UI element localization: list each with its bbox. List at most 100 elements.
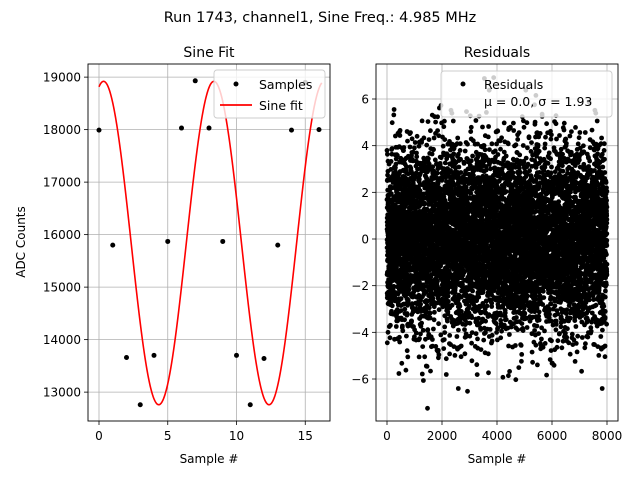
residual-point (499, 328, 504, 334)
residual-point (474, 362, 480, 368)
residual-point (507, 369, 512, 374)
residual-point (483, 318, 488, 324)
residual-point (400, 323, 405, 329)
residual-point (503, 189, 509, 194)
residual-point (426, 156, 431, 162)
residual-point (397, 133, 403, 138)
residual-point (515, 137, 521, 142)
residual-point (418, 331, 423, 337)
residual-point (507, 332, 512, 337)
residual-point (517, 152, 523, 158)
residual-point (465, 388, 470, 394)
y-tick-label: 19000 (43, 71, 81, 85)
residual-point (409, 318, 414, 324)
residual-point (489, 332, 495, 338)
sine-fit-axes: 0 5 10 151300014000150001600017000180001900… (43, 71, 313, 443)
residual-point (452, 285, 458, 290)
residual-point (436, 307, 442, 313)
residual-point (458, 354, 464, 360)
residual-point (396, 371, 402, 376)
residual-point (489, 300, 495, 306)
residual-point (495, 152, 501, 157)
residual-point (424, 364, 430, 369)
residual-point (489, 338, 495, 344)
residual-point (428, 128, 433, 134)
sine-fit-grid (88, 64, 330, 421)
residual-point (428, 368, 433, 374)
residual-point (389, 303, 395, 309)
residual-point (388, 322, 393, 328)
x-tick-label: 15 (298, 429, 313, 443)
residual-point (489, 141, 495, 147)
residual-point (502, 310, 508, 316)
residual-point (435, 278, 440, 284)
residual-point (498, 146, 503, 152)
residual-point (414, 133, 420, 139)
sample-point (137, 402, 143, 408)
y-tick-label: 17000 (43, 176, 81, 190)
residual-point (391, 107, 397, 112)
residual-point (434, 175, 440, 181)
residual-point (515, 327, 521, 333)
residual-point (430, 337, 435, 342)
sample-point (192, 78, 198, 84)
y-tick-label: 14000 (43, 333, 81, 347)
residual-point (404, 333, 409, 339)
x-tick-label: 10 (229, 429, 244, 443)
residual-point (409, 136, 415, 142)
residual-point (435, 170, 440, 176)
x-tick-label: 0 (95, 429, 103, 443)
y-tick-label: 15000 (43, 281, 81, 295)
legend-samples-label: Samples (259, 77, 312, 92)
residual-point (413, 170, 419, 176)
y-tick-label: 16000 (43, 228, 81, 242)
residual-point (424, 176, 430, 182)
sine-fit-curve (98, 80, 323, 406)
residual-point (503, 317, 509, 322)
residual-point (469, 358, 475, 364)
residual-point (416, 143, 422, 149)
residual-point (456, 164, 462, 170)
residual-point (431, 135, 437, 141)
residual-point (391, 284, 397, 289)
sine-fit-panel: Sine Fit 0 5 10 151300014000150001600017000… (14, 45, 331, 466)
residual-point (436, 352, 442, 358)
residual-point (470, 288, 475, 294)
residual-point (473, 331, 479, 337)
residual-point (397, 339, 403, 345)
residual-point (445, 309, 451, 315)
residual-point (387, 335, 393, 341)
residuals-plot-area (384, 75, 610, 411)
residual-point (447, 333, 453, 338)
residual-point (435, 347, 441, 353)
sine-fit-ylabel: ADC Counts (14, 206, 28, 278)
figure-suptitle: Run 1743, channel1, Sine Freq.: 4.985 MH… (164, 10, 477, 26)
residual-point (445, 290, 451, 296)
residual-point (436, 133, 442, 139)
residual-point (475, 336, 480, 342)
residual-point (422, 201, 428, 206)
residual-point (457, 303, 463, 309)
residual-point (451, 151, 457, 157)
residual-point (441, 346, 447, 351)
sample-point (165, 238, 171, 244)
residual-point (402, 317, 407, 323)
residual-point (493, 321, 499, 327)
sample-point (247, 402, 253, 408)
residual-point (452, 294, 457, 300)
residual-point (442, 160, 448, 166)
residual-point (455, 386, 461, 391)
residual-point (408, 130, 413, 136)
residual-point (441, 337, 447, 342)
sample-point (151, 352, 157, 358)
residual-point (513, 377, 519, 383)
residual-point (405, 298, 411, 304)
residual-point (421, 135, 427, 141)
sample-point (206, 125, 212, 131)
residual-point (423, 308, 429, 314)
sine-fit-frame (87, 63, 331, 422)
residual-point (442, 137, 448, 143)
residual-point (435, 128, 440, 134)
residual-point (413, 330, 419, 336)
residual-point (384, 148, 390, 153)
